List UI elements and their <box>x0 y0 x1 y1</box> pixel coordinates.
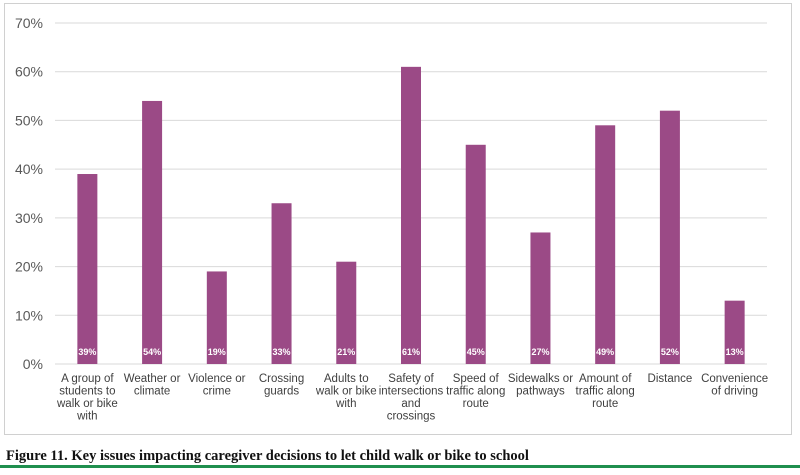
category-label: Violence or crime <box>188 373 245 398</box>
data-label: 52% <box>661 347 679 357</box>
data-label: 39% <box>78 347 96 357</box>
y-tick-label: 0% <box>23 356 43 372</box>
y-tick-label: 20% <box>15 259 43 275</box>
bar-chart: 0% 10% 20% 30% 40% 50% 60% 70% 39% 54% 19% 33% 21% 6… <box>15 15 768 423</box>
data-label: 49% <box>596 347 614 357</box>
category-label: Amount of traffic along route <box>576 373 635 410</box>
data-label: 27% <box>531 347 549 357</box>
category-label: Distance <box>648 373 693 385</box>
data-label: 21% <box>337 347 355 357</box>
data-label: 45% <box>467 347 485 357</box>
bar <box>401 66 421 364</box>
data-label: 19% <box>208 347 226 357</box>
y-tick-label: 30% <box>15 210 43 226</box>
category-label: Adults to walk or bike with <box>315 373 377 410</box>
bar <box>724 300 745 364</box>
bar <box>206 271 227 364</box>
category-label: Convenience of driving <box>701 373 768 398</box>
data-label: 54% <box>143 347 161 357</box>
bar <box>465 144 486 364</box>
y-tick-label: 10% <box>15 307 43 323</box>
bar <box>77 174 98 364</box>
y-tick-label: 40% <box>15 161 43 177</box>
bar <box>336 261 357 364</box>
category-label: Sidewalks or pathways <box>508 373 573 398</box>
bar <box>271 203 292 364</box>
bar <box>595 125 616 364</box>
data-label: 13% <box>726 347 744 357</box>
category-label: Speed of traffic along route <box>446 373 505 410</box>
data-label: 61% <box>402 347 420 357</box>
category-label: A group of students to walk or bike with <box>56 373 118 423</box>
chart-frame: 0% 10% 20% 30% 40% 50% 60% 70% 39% 54% 19% 33% 21% 6… <box>4 3 792 435</box>
y-tick-label: 70% <box>15 15 43 31</box>
data-label: 33% <box>273 347 291 357</box>
category-label: Safety of intersections and crossings <box>379 373 444 423</box>
bar <box>530 232 551 364</box>
bar <box>142 100 163 364</box>
bar <box>659 110 680 364</box>
category-label: Crossing guards <box>259 373 304 398</box>
y-tick-label: 50% <box>15 112 43 128</box>
figure-caption: Figure 11. Key issues impacting caregive… <box>6 448 529 464</box>
y-tick-label: 60% <box>15 64 43 80</box>
caption-rule <box>0 465 800 468</box>
category-label: Weather or climate <box>124 373 181 398</box>
